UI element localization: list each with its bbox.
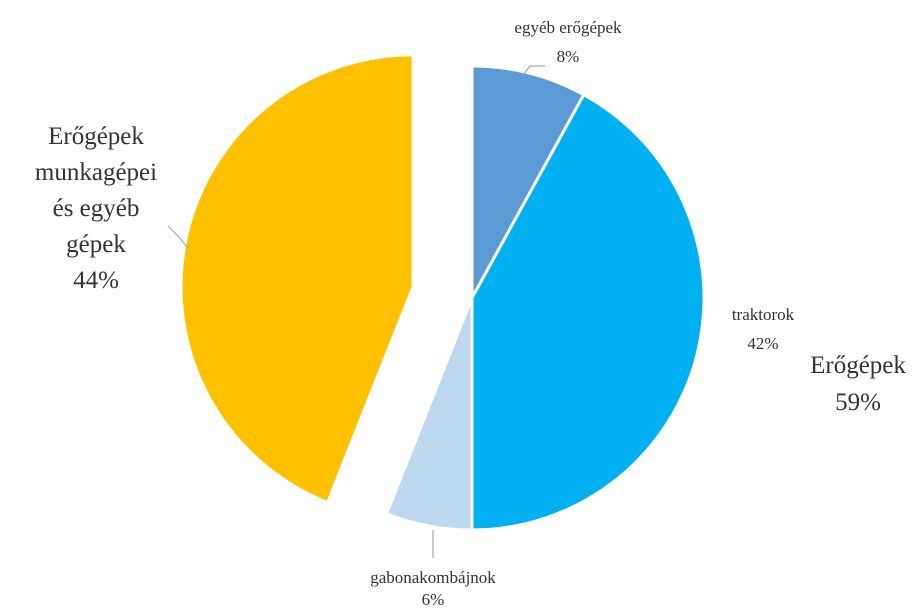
group-value-erogepek: 59% (835, 389, 881, 416)
leader-line-egyeb-erogepek (522, 65, 545, 76)
slice-label-gabonakombajnok: gabonakombájnok (370, 568, 496, 587)
slice-value-gabonakombajnok: 6% (422, 590, 445, 608)
pie-slice-egyeb-erogepek (470, 64, 586, 299)
slice-value-egyeb-erogepek: 8% (557, 47, 580, 66)
slice-label-traktorok: traktorok (732, 305, 795, 324)
pie-slice-gabonakombajnok (384, 297, 474, 532)
slice-label-munkagepek-line2: munkagépei (35, 159, 157, 186)
leader-line-munkagepek (167, 225, 189, 249)
group-label-erogepek: Erőgépek (810, 352, 906, 379)
slice-label-munkagepek-line1: Erőgépek (48, 123, 144, 150)
leader-lines (167, 65, 545, 558)
slice-label-munkagepek-line3: és egyéb (53, 195, 140, 222)
pie-slice-traktorok (470, 92, 706, 532)
pie-slice-munkagepek (179, 53, 415, 505)
slice-label-egyeb-erogepek: egyéb erőgépek (514, 18, 622, 37)
slice-label-munkagepek-line4: gépek (66, 231, 126, 258)
slice-value-munkagepek: 44% (73, 267, 119, 294)
slice-value-traktorok: 42% (747, 334, 778, 353)
pie-slices (179, 53, 706, 532)
